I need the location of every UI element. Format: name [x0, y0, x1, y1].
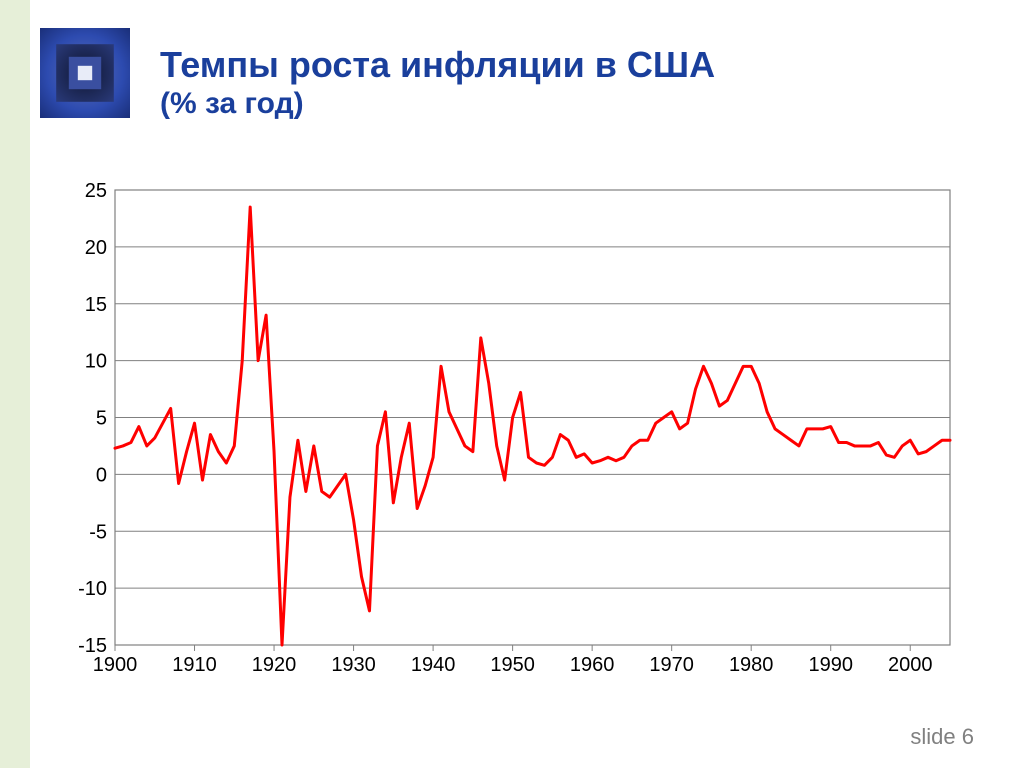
side-stripe — [0, 0, 30, 768]
svg-text:1930: 1930 — [331, 654, 376, 676]
svg-text:1900: 1900 — [93, 654, 138, 676]
svg-text:10: 10 — [85, 351, 107, 373]
title-main: Темпы роста инфляции в США — [160, 44, 980, 85]
svg-text:5: 5 — [96, 408, 107, 430]
svg-text:1960: 1960 — [570, 654, 615, 676]
title-sub: (% за год) — [160, 87, 980, 122]
svg-text:2000: 2000 — [888, 654, 933, 676]
svg-text:20: 20 — [85, 237, 107, 259]
svg-text:15: 15 — [85, 294, 107, 316]
title-block: Темпы роста инфляции в США (% за год) — [160, 44, 980, 122]
inflation-chart: -15-10-505101520251900191019201930194019… — [60, 180, 960, 680]
svg-text:25: 25 — [85, 180, 107, 202]
svg-text:1950: 1950 — [490, 654, 534, 676]
slide-logo — [40, 28, 130, 118]
svg-text:1910: 1910 — [172, 654, 217, 676]
svg-text:1990: 1990 — [808, 654, 853, 676]
svg-text:-5: -5 — [89, 521, 107, 543]
svg-text:-10: -10 — [78, 578, 107, 600]
svg-text:1920: 1920 — [252, 654, 297, 676]
svg-text:1940: 1940 — [411, 654, 456, 676]
slide-number: slide 6 — [910, 724, 974, 750]
svg-text:0: 0 — [96, 464, 107, 486]
svg-text:1980: 1980 — [729, 654, 774, 676]
svg-text:1970: 1970 — [649, 654, 694, 676]
